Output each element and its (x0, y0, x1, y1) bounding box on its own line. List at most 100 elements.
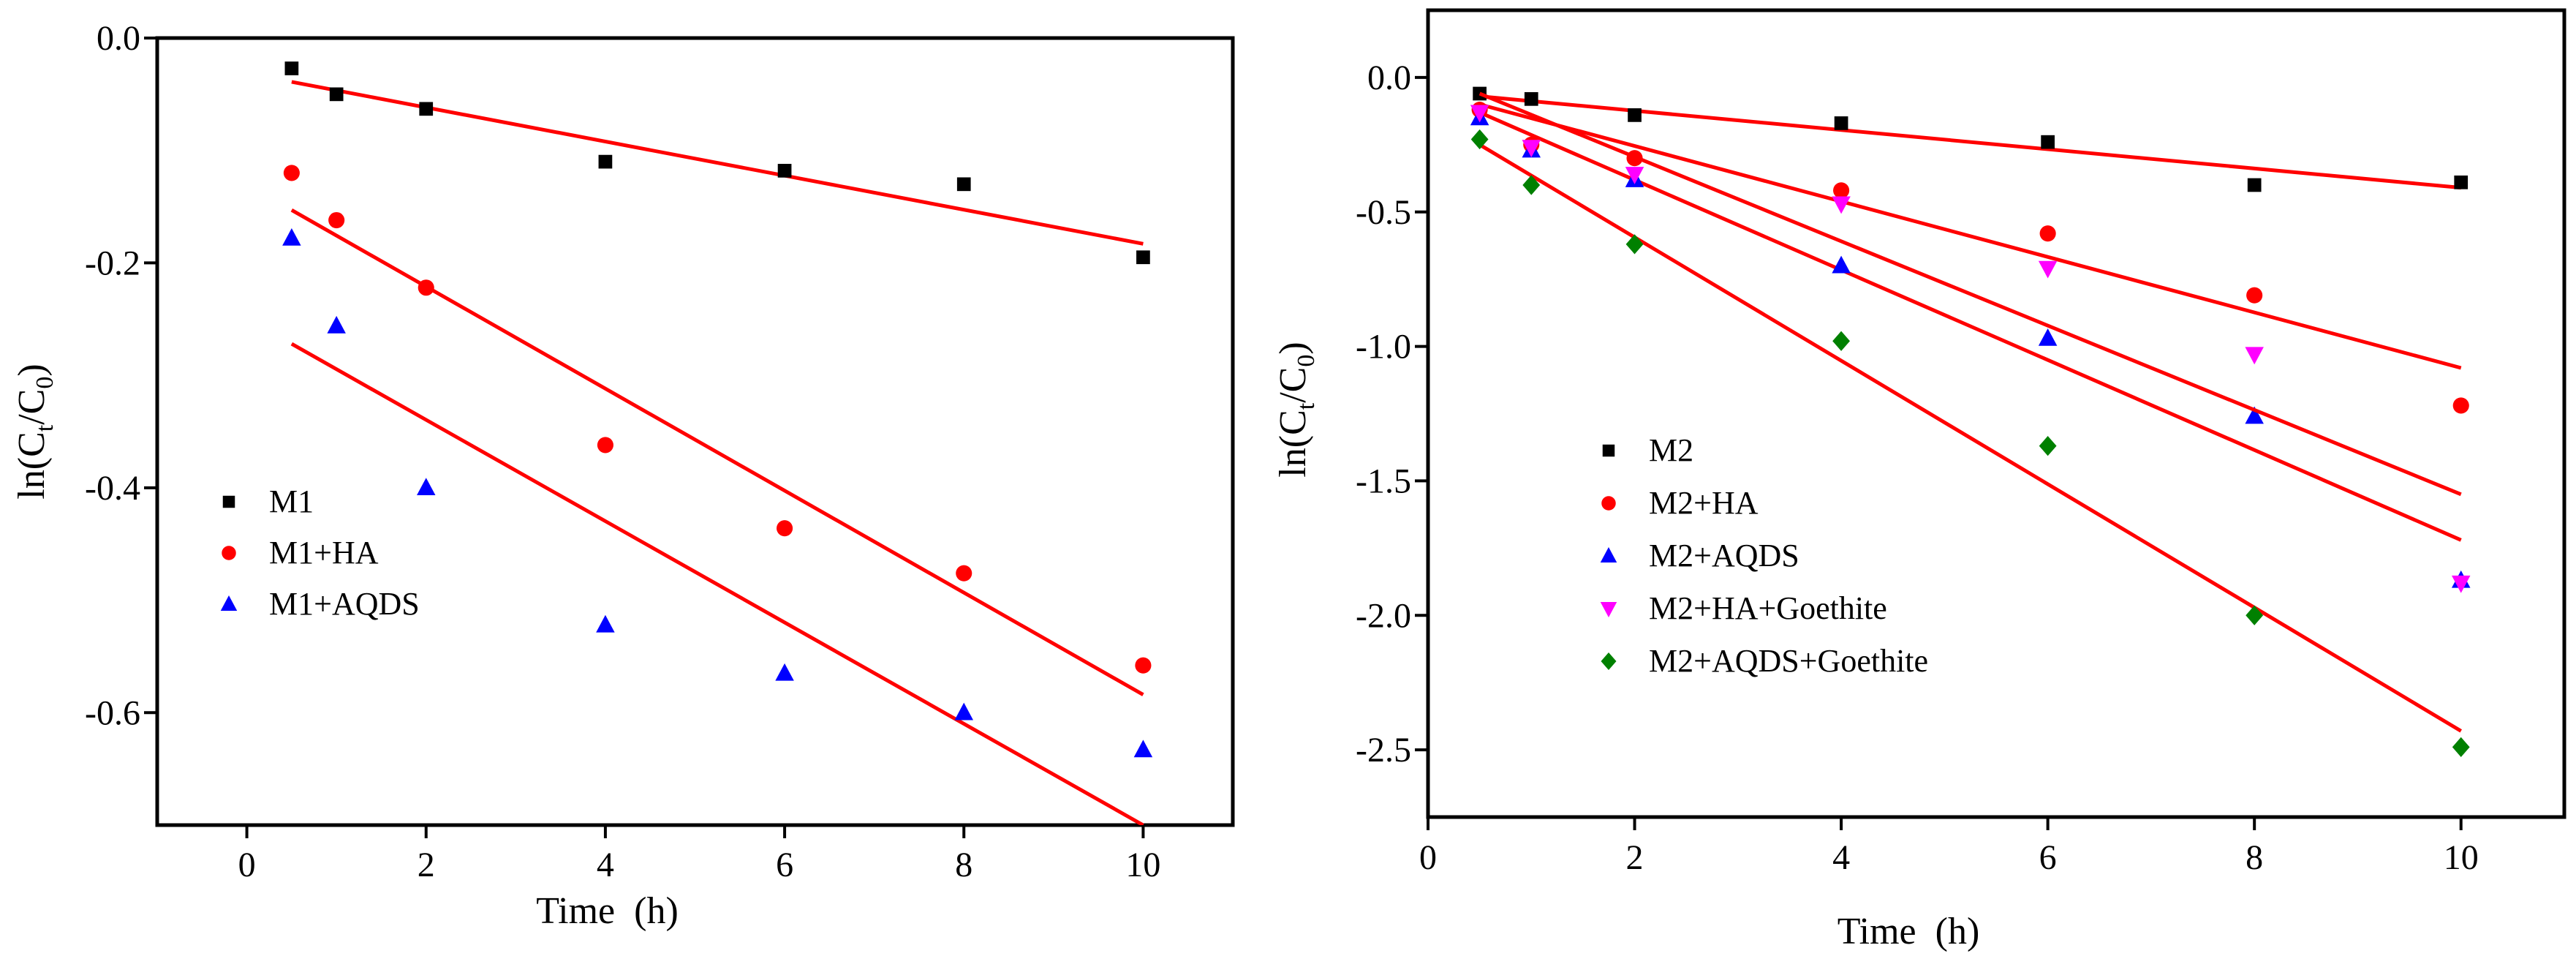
y-tick-label: -0.4 (85, 469, 140, 508)
x-tick-label: 6 (2039, 838, 2057, 877)
data-point-m2-plus-ha (2452, 397, 2469, 414)
legend-label: M1+HA (269, 535, 379, 571)
series-m2-plus-aqds-plus-goethite (1470, 129, 2470, 758)
legend-marker-m2-plus-aqds-plus-goethite (1601, 652, 1617, 670)
data-point-m2-plus-aqds (2038, 328, 2058, 346)
data-point-m1-plus-aqds (282, 228, 301, 246)
data-point-m1 (777, 164, 792, 178)
data-point-m1-plus-aqds (1133, 740, 1153, 758)
data-point-m1-plus-ha (328, 211, 345, 229)
data-point-m2-plus-aqds-plus-goethite (1625, 234, 1644, 255)
x-tick-label: 4 (597, 846, 614, 884)
legend-marker-m2-plus-aqds (1600, 547, 1617, 562)
plot-frame (155, 36, 1235, 827)
chart-right-m2: 0 2 4 6 8 10 0.0 -0.5 -1.0 -1.5 -2.0 -2.5 Time (h) ln… (1272, 8, 2566, 952)
y-axis-label-subscript: 0 (1293, 355, 1320, 367)
x-tick-label: 0 (1419, 838, 1437, 877)
y-axis-label: ln(Ct/C0) (1272, 342, 1320, 477)
data-point-m2-plus-ha-plus-goethite (1522, 140, 1541, 158)
data-point-m2-plus-ha-plus-goethite (1625, 167, 1644, 184)
data-point-m1 (598, 154, 613, 169)
data-point-m2 (1628, 108, 1642, 122)
y-tick-label: -1.5 (1356, 462, 1411, 500)
data-point-m1-plus-ha (956, 565, 972, 582)
fit-line-m2-plus-aqds-plus-goethite (1478, 143, 2463, 733)
y-tick-label: -2.5 (1356, 731, 1411, 770)
legend-marker-m1-plus-aqds (220, 595, 238, 611)
y-axis-label-part: ln(C (1272, 410, 1314, 477)
x-tick-label: 10 (1125, 846, 1160, 884)
x-tick-label: 0 (238, 846, 256, 884)
legend-label: M2+AQDS+Goethite (1649, 643, 1928, 679)
data-point-m2-plus-aqds (2245, 406, 2264, 424)
fit-line-m2-plus-aqds (1478, 110, 2462, 542)
x-tick-label: 8 (2245, 838, 2263, 877)
y-axis-label-part: /C (1272, 367, 1314, 403)
data-point-m2-plus-ha (1833, 182, 1850, 199)
data-point-m2 (1473, 86, 1487, 101)
legend-marker-m1-plus-ha (222, 546, 236, 560)
fit-line-m1-plus-ha (290, 208, 1144, 696)
data-point-m2-plus-aqds (1832, 255, 1851, 274)
data-point-m1 (284, 61, 299, 75)
data-point-m1-plus-aqds (596, 614, 615, 633)
legend-label: M2+AQDS (1649, 538, 1799, 573)
data-point-m1-plus-aqds (327, 315, 346, 334)
legend: M1 M1+HA M1+AQDS (220, 484, 420, 622)
data-point-m2-plus-ha-plus-goethite (1832, 196, 1851, 214)
legend-label: M1 (269, 484, 314, 519)
series-m2 (1473, 86, 2469, 192)
y-tick-label: 0.0 (97, 19, 140, 58)
data-point-m1-plus-ha (777, 520, 793, 537)
y-axis-label-part: /C (11, 389, 53, 425)
data-point-m2-plus-ha (2246, 287, 2263, 304)
y-tick-label: -0.2 (85, 244, 140, 282)
x-axis-label: Time (h) (536, 890, 679, 932)
x-tick-label: 2 (418, 846, 435, 884)
x-tick-label: 8 (955, 846, 972, 884)
data-point-m1-plus-aqds (417, 478, 436, 496)
data-point-m1-plus-ha (418, 279, 434, 296)
data-point-m1 (1136, 250, 1150, 265)
y-axis-label-part: ln(C (11, 432, 53, 499)
data-point-m2 (2454, 175, 2469, 189)
y-tick-label: 0.0 (1367, 59, 1411, 97)
x-axis-label: Time (h) (1837, 911, 1980, 952)
legend-marker-m2-plus-ha-plus-goethite (1600, 602, 1617, 617)
y-tick-label: -0.5 (1356, 193, 1411, 232)
x-tick-label: 2 (1626, 838, 1644, 877)
data-point-m1-plus-aqds (775, 663, 794, 681)
data-point-m2-plus-aqds-plus-goethite (1522, 175, 1541, 195)
data-point-m2-plus-ha-plus-goethite (1470, 105, 1489, 123)
fit-line-m2-plus-ha (1478, 102, 2462, 370)
data-point-m2 (2247, 178, 2262, 192)
fit-line-m2 (1479, 94, 2461, 190)
series-m1-plus-aqds (282, 228, 1153, 825)
series-m2-plus-ha-plus-goethite (1470, 91, 2471, 593)
series-m2-plus-ha (1471, 101, 2469, 414)
legend-label: M2+HA+Goethite (1649, 590, 1887, 626)
data-point-m1-plus-ha (283, 165, 300, 181)
data-point-m1-plus-aqds (954, 702, 973, 720)
legend: M2 M2+HA M2+AQDS M2+HA+Goethite M2+AQDS+Goet… (1600, 432, 1928, 679)
data-point-m2-plus-ha-plus-goethite (2245, 347, 2264, 365)
data-point-m2-plus-ha-plus-goethite (2451, 575, 2471, 593)
data-point-m2-plus-aqds-plus-goethite (2039, 436, 2057, 456)
x-tick-label: 10 (2444, 838, 2479, 877)
data-point-m1 (329, 87, 344, 102)
x-tick-label: 4 (1832, 838, 1850, 877)
legend-marker-m2-plus-ha (1601, 496, 1616, 511)
data-point-m2 (1834, 116, 1848, 130)
fit-line-m2-plus-ha-plus-goethite (1478, 91, 2462, 497)
y-axis-label-part: ) (11, 364, 53, 376)
fit-line-m1-plus-aqds (290, 342, 1144, 825)
data-point-m1 (419, 102, 434, 116)
y-axis-label-subscript: t (31, 424, 58, 432)
data-point-m2-plus-aqds-plus-goethite (1832, 331, 1850, 351)
data-point-m2 (1524, 91, 1538, 106)
y-axis-label-subscript: t (1293, 402, 1320, 410)
data-point-m2-plus-ha-plus-goethite (2038, 260, 2058, 279)
y-tick-label: -0.6 (85, 693, 140, 732)
